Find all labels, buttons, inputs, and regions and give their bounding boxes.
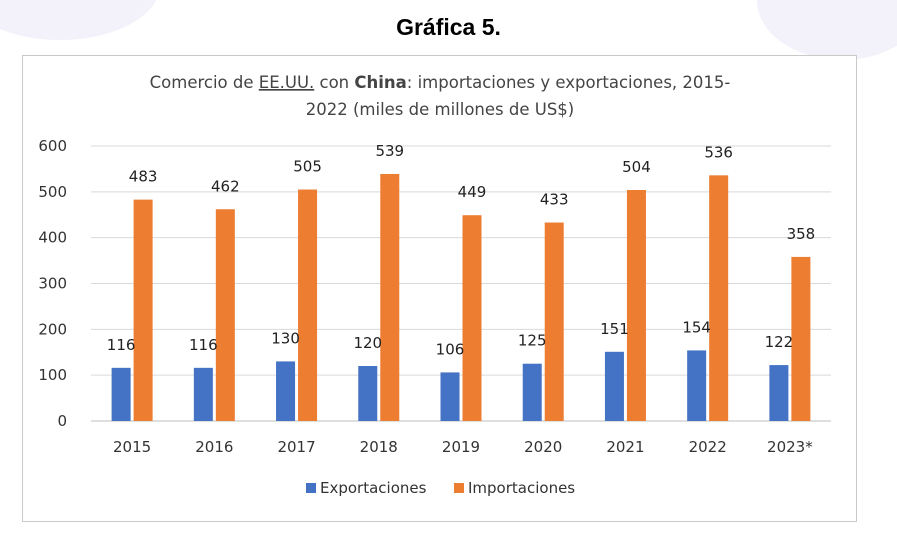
chart-title-line-1: Comercio de EE.UU. con China: importacio…: [150, 73, 731, 92]
legend-swatch-0: [306, 483, 316, 493]
y-tick-label: 0: [57, 412, 67, 430]
data-label-importaciones-2023*: 358: [787, 225, 816, 243]
x-tick-label: 2016: [195, 438, 233, 456]
x-tick-label: 2017: [277, 438, 315, 456]
data-label-exportaciones-2023*: 122: [765, 333, 794, 351]
bar-importaciones-2016: [215, 209, 235, 421]
data-label-importaciones-2015: 483: [129, 168, 158, 186]
bar-exportaciones-2018: [358, 366, 378, 421]
bar-exportaciones-2021: [604, 351, 624, 421]
y-tick-label: 100: [38, 366, 67, 384]
data-label-importaciones-2018: 539: [375, 142, 404, 160]
data-label-exportaciones-2022: 154: [682, 318, 711, 336]
x-tick-label: 2023*: [767, 438, 813, 456]
data-label-importaciones-2020: 433: [540, 191, 569, 209]
bar-exportaciones-2015: [111, 367, 131, 421]
data-label-importaciones-2016: 462: [211, 177, 240, 195]
data-label-exportaciones-2018: 120: [353, 334, 382, 352]
x-tick-label: 2022: [689, 438, 727, 456]
data-label-exportaciones-2016: 116: [189, 336, 218, 354]
y-tick-label: 500: [38, 183, 67, 201]
bar-exportaciones-2023*: [769, 365, 789, 421]
bar-exportaciones-2019: [440, 372, 460, 421]
bar-importaciones-2022: [709, 175, 729, 421]
legend-label-1: Importaciones: [468, 479, 575, 497]
data-label-importaciones-2017: 505: [293, 158, 322, 176]
data-label-exportaciones-2021: 151: [600, 320, 629, 338]
x-tick-label: 2019: [442, 438, 480, 456]
x-tick-label: 2020: [524, 438, 562, 456]
y-tick-label: 200: [38, 320, 67, 338]
y-tick-label: 300: [38, 275, 67, 293]
bar-importaciones-2020: [544, 222, 564, 421]
bar-importaciones-2018: [380, 173, 400, 421]
chart-title-line-2: 2022 (miles de millones de US$): [306, 100, 575, 119]
data-label-exportaciones-2017: 130: [271, 329, 300, 347]
legend-label-0: Exportaciones: [320, 479, 427, 497]
bar-importaciones-2021: [626, 190, 646, 421]
figure-heading: Gráfica 5.: [396, 14, 501, 40]
bars: [111, 173, 811, 421]
chart-title-bold: China: [354, 73, 406, 92]
bar-exportaciones-2017: [276, 361, 296, 421]
data-label-exportaciones-2020: 125: [518, 332, 547, 350]
data-label-exportaciones-2019: 106: [436, 340, 465, 358]
bar-exportaciones-2020: [522, 363, 542, 421]
data-label-importaciones-2022: 536: [704, 143, 733, 161]
bar-importaciones-2019: [462, 215, 482, 421]
data-label-importaciones-2021: 504: [622, 158, 651, 176]
bar-importaciones-2023*: [791, 256, 811, 421]
x-tick-label: 2015: [113, 438, 151, 456]
y-tick-label: 600: [38, 137, 67, 155]
bar-importaciones-2017: [298, 189, 318, 421]
bar-chart: Comercio de EE.UU. con China: importacio…: [38, 73, 831, 497]
x-tick-label: 2021: [606, 438, 644, 456]
legend: Exportaciones Importaciones: [306, 479, 575, 497]
bar-importaciones-2015: [133, 199, 153, 421]
bar-exportaciones-2022: [687, 350, 707, 421]
data-label-importaciones-2019: 449: [458, 183, 487, 201]
bar-exportaciones-2016: [193, 367, 213, 421]
chart-title-link: EE.UU.: [259, 73, 315, 92]
y-axis-ticks: 0 100 200 300 400 500 600: [38, 137, 67, 430]
y-tick-label: 400: [38, 229, 67, 247]
gridlines: [91, 145, 831, 422]
data-label-exportaciones-2015: 116: [107, 336, 136, 354]
x-axis-ticks: 2015 2016 2017 2018 2019 2020 2021 2022 2023*: [113, 438, 813, 456]
chart-container: Comercio de EE.UU. con China: importacio…: [22, 55, 857, 522]
legend-swatch-1: [454, 483, 464, 493]
x-tick-label: 2018: [360, 438, 398, 456]
data-labels: 116 483 116 462 130 505 120 539 106 449 125 433 151 5…: [107, 142, 815, 358]
